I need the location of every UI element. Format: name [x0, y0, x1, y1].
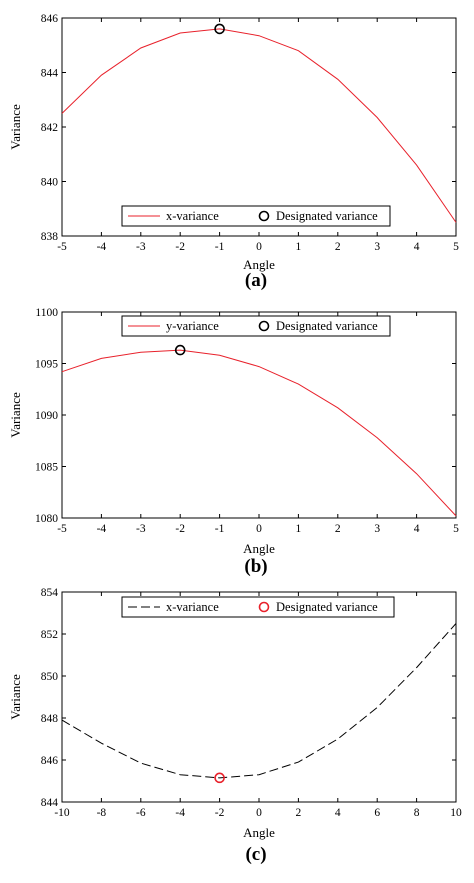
x-tick-label: -1 — [215, 523, 225, 535]
x-axis-title: Angle — [243, 825, 275, 840]
designated-variance-marker — [214, 23, 225, 35]
y-tick-label: 848 — [41, 713, 59, 725]
y-axis-title: Variance — [8, 392, 23, 438]
legend-marker-swatch — [258, 601, 270, 613]
charts: -5 -4 -3 -2 -1 0 1 2 3 4 5838840842844846AngleVari… — [8, 13, 462, 865]
legend-box — [121, 596, 395, 618]
x-tick-label: 2 — [296, 807, 302, 819]
series-line-1 — [61, 349, 457, 517]
y-tick-label: 844 — [41, 797, 59, 809]
x-axis-title: Angle — [243, 541, 275, 556]
x-tick-label: 6 — [374, 807, 380, 819]
x-tick-label: 4 — [414, 241, 420, 253]
x-tick-label: 0 — [256, 523, 262, 535]
y-tick-label: 842 — [41, 122, 59, 134]
y-tick-label: 852 — [41, 629, 59, 641]
x-tick-label: -1 — [215, 241, 225, 253]
x-tick-label: -10 — [54, 807, 70, 819]
x-axis-title: Angle — [243, 257, 275, 272]
x-tick-label: 10 — [450, 807, 462, 819]
chart-panel-3: -10 -8 -6 -4 -2 0 2 4 6 8 10 844 846 848 850 852 854 Angl… — [8, 587, 462, 865]
x-tick-label: -2 — [215, 807, 225, 819]
x-tick-label: 1 — [296, 241, 302, 253]
y-tick-label: 844 — [41, 68, 59, 80]
y-tick-label: 1095 — [35, 359, 58, 371]
x-tick-label: 0 — [256, 807, 262, 819]
legend: x-variance Designated variance — [121, 596, 395, 618]
y-tick-label: 1080 — [35, 513, 58, 525]
x-tick-label: 3 — [374, 523, 380, 535]
x-tick-label: 0 — [256, 241, 262, 253]
panel-label: (a) — [245, 270, 267, 291]
designated-variance-marker — [174, 344, 186, 356]
y-tick-label: 846 — [41, 13, 59, 25]
series-line-1 — [61, 28, 457, 223]
panel-label: (c) — [245, 844, 266, 865]
x-tick-label: 2 — [335, 523, 341, 535]
series-line-1 — [61, 623, 457, 779]
x-tick-label: 4 — [414, 523, 420, 535]
x-tick-label: 3 — [374, 241, 380, 253]
x-tick-label: 2 — [335, 241, 341, 253]
x-tick-label: 8 — [414, 807, 420, 819]
x-tick-label: 1 — [296, 523, 302, 535]
legend-marker-label: Designated variance — [276, 600, 378, 614]
x-tick-label: -4 — [97, 241, 107, 253]
y-tick-label: 854 — [41, 587, 59, 599]
designated-variance-marker — [214, 772, 225, 784]
legend-series-label: x-variance — [166, 209, 219, 223]
legend-box — [121, 205, 391, 227]
legend: x-variance Designated variance — [121, 205, 391, 227]
legend-marker-label: Designated variance — [276, 209, 378, 223]
y-tick-label: 838 — [41, 231, 59, 243]
x-tick-label: -8 — [97, 807, 107, 819]
y-axis-title: Variance — [8, 104, 23, 150]
legend-marker-swatch — [258, 320, 270, 332]
x-tick-label: -5 — [57, 241, 67, 253]
chart-panel-1: -5 -4 -3 -2 -1 0 1 2 3 4 5 838 840 842 844 846 Angle Vari… — [8, 13, 459, 291]
x-tick-label: -2 — [175, 241, 185, 253]
x-tick-label: -6 — [136, 807, 146, 819]
x-tick-label: -3 — [136, 241, 146, 253]
y-tick-label: 840 — [41, 177, 59, 189]
legend-series-label: x-variance — [166, 600, 219, 614]
y-tick-label: 1100 — [35, 307, 58, 319]
x-tick-label: 5 — [453, 523, 459, 535]
x-tick-label: 4 — [335, 807, 341, 819]
y-axis-title: Variance — [8, 674, 23, 720]
legend: y-variance Designated variance — [121, 315, 391, 337]
y-tick-label: 846 — [41, 755, 59, 767]
y-tick-label: 1085 — [35, 462, 58, 474]
x-tick-label: -3 — [136, 523, 146, 535]
x-tick-label: -2 — [175, 523, 185, 535]
legend-box — [121, 315, 391, 337]
x-tick-label: -4 — [175, 807, 185, 819]
x-tick-label: -4 — [97, 523, 107, 535]
chart-panel-2: -5 -4 -3 -2 -1 0 1 2 3 4 5 1080 1085 1090 1095 1100 Angl… — [8, 307, 459, 577]
y-tick-label: 850 — [41, 671, 59, 683]
legend-series-label: y-variance — [166, 319, 219, 333]
y-tick-label: 1090 — [35, 410, 58, 422]
legend-marker-label: Designated variance — [276, 319, 378, 333]
legend-marker-swatch — [258, 210, 270, 222]
x-tick-label: -5 — [57, 523, 67, 535]
panel-label: (b) — [244, 556, 267, 577]
x-tick-label: 5 — [453, 241, 459, 253]
